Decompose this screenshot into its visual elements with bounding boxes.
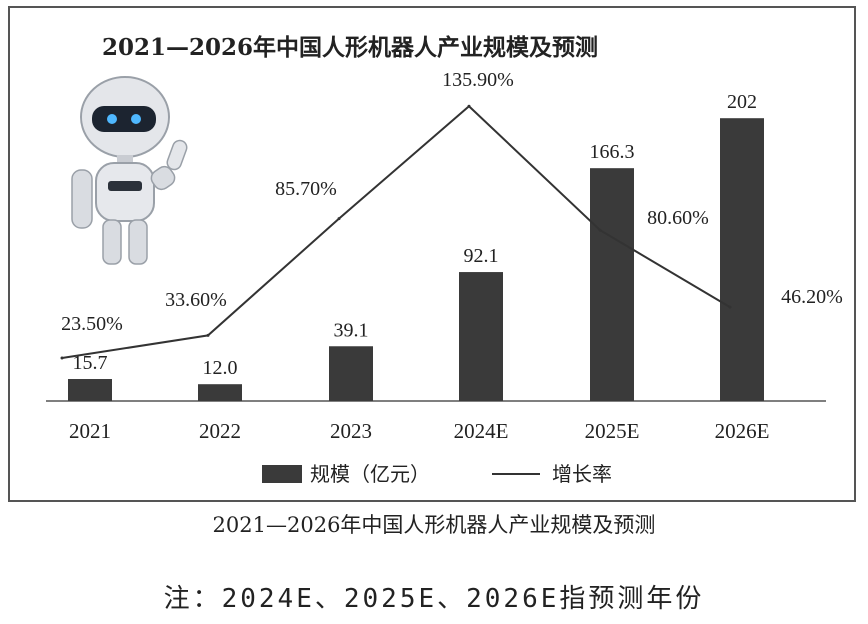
bar-2026E xyxy=(720,118,764,401)
growth-rate-label: 85.70% xyxy=(275,178,337,200)
legend-bar-label: 规模（亿元） xyxy=(310,462,430,486)
x-tick-label: 2021 xyxy=(69,419,111,443)
growth-rate-label: 80.60% xyxy=(647,207,709,229)
bar-2024E xyxy=(459,272,503,401)
bar-value-label: 202 xyxy=(727,91,757,113)
growth-rate-label: 33.60% xyxy=(165,289,227,311)
bar-value-label: 92.1 xyxy=(464,245,499,267)
legend-line-label: 增长率 xyxy=(552,462,612,486)
growth-rate-label: 135.90% xyxy=(442,69,514,91)
figure-caption: 2021—2026年中国人形机器人产业规模及预测 xyxy=(212,513,656,537)
bar-value-label: 15.7 xyxy=(73,352,108,374)
growth-rate-point xyxy=(728,305,732,309)
x-tick-label: 2023 xyxy=(330,419,372,443)
footnote: 注：2024E、2025E、2026E指预测年份 xyxy=(163,584,705,614)
growth-rate-label: 23.50% xyxy=(61,313,123,335)
bar-2023 xyxy=(329,346,373,401)
bar-2022 xyxy=(198,384,242,401)
growth-rate-point xyxy=(206,333,210,337)
growth-rate-point xyxy=(337,217,341,221)
x-tick-label: 2026E xyxy=(715,419,770,443)
robot-illustration xyxy=(71,76,188,265)
bar-2021 xyxy=(68,379,112,401)
chart-frame: 2021—2026年中国人形机器人产业规模及预测 xyxy=(8,6,856,502)
bar-value-label: 166.3 xyxy=(590,141,635,163)
bar-2025E xyxy=(590,168,634,401)
bar-value-label: 39.1 xyxy=(334,319,369,341)
chart-title: 2021—2026年中国人形机器人产业规模及预测 xyxy=(101,34,599,61)
growth-rate-line xyxy=(61,104,731,359)
x-tick-label: 2024E xyxy=(454,419,509,443)
growth-rate-point xyxy=(60,356,64,360)
bar-value-label: 12.0 xyxy=(203,357,238,379)
legend-bar-swatch xyxy=(262,465,302,483)
x-tick-label: 2022 xyxy=(199,419,241,443)
growth-rate-label: 46.20% xyxy=(781,286,843,308)
growth-rate-point xyxy=(467,104,471,108)
x-tick-label: 2025E xyxy=(585,419,640,443)
growth-rate-point xyxy=(598,228,602,232)
legend: 规模（亿元） 增长率 xyxy=(262,462,612,486)
